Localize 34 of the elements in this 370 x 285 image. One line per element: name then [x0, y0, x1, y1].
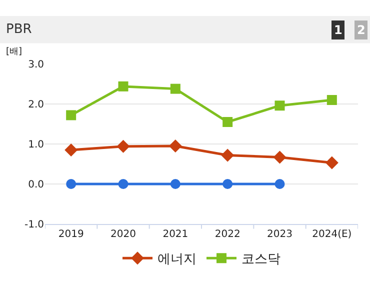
- point: [222, 179, 233, 189]
- point: [274, 179, 285, 189]
- point: [170, 84, 180, 94]
- legend-label: 코스닥: [242, 252, 280, 268]
- point: [170, 179, 180, 189]
- point: [64, 144, 78, 156]
- legend-label: 에너지: [158, 252, 196, 268]
- point: [116, 140, 130, 153]
- point: [222, 117, 233, 127]
- point: [118, 179, 128, 189]
- text: 1: [334, 23, 342, 37]
- point: [221, 148, 234, 162]
- point: [168, 140, 182, 152]
- text: 2: [357, 23, 366, 37]
- x-tick-label: 2022: [214, 229, 240, 240]
- point: [326, 95, 337, 105]
- point: [66, 110, 76, 120]
- x-tick-label: 2020: [110, 229, 136, 240]
- point: [118, 81, 128, 92]
- point: [66, 179, 76, 189]
- x-tick-label: 2021: [162, 229, 188, 240]
- point: [273, 150, 286, 164]
- y-tick-label: 3.0: [28, 60, 44, 70]
- point: [274, 100, 285, 111]
- x-tick-label: 2023: [267, 229, 292, 240]
- y-tick-label: 1.0: [28, 140, 44, 150]
- y-axis-title: [배]: [6, 47, 22, 57]
- x-tick-label: 2019: [58, 229, 84, 240]
- y-tick-label: -1.0: [24, 220, 44, 230]
- point: [325, 156, 338, 170]
- chart-title: PBR: [6, 22, 32, 37]
- x-tick-label: 2024(E): [312, 229, 352, 240]
- y-tick-label: 0.0: [28, 180, 44, 190]
- y-tick-label: 2.0: [28, 100, 44, 110]
